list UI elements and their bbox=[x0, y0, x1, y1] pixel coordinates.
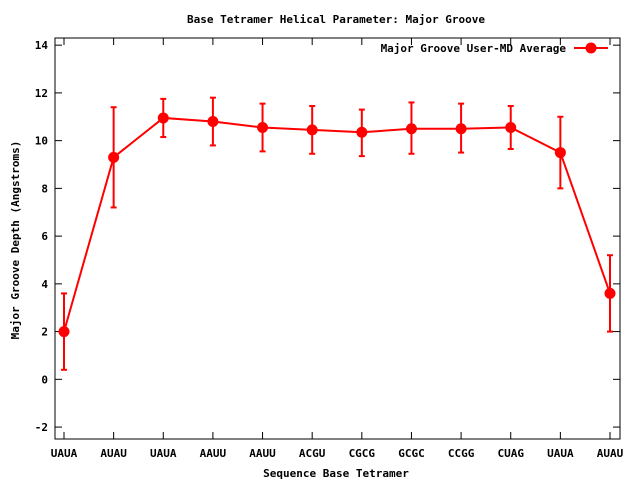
y-tick-label: 6 bbox=[41, 230, 48, 243]
chart-title: Base Tetramer Helical Parameter: Major G… bbox=[187, 13, 485, 26]
data-point bbox=[207, 116, 219, 128]
data-point bbox=[257, 122, 269, 134]
data-point bbox=[306, 124, 318, 136]
plot-area bbox=[58, 96, 616, 371]
legend: Major Groove User-MD Average bbox=[381, 42, 608, 55]
y-tick-label: 10 bbox=[35, 135, 48, 148]
x-tick-label: AUAU bbox=[100, 447, 127, 460]
data-point bbox=[455, 123, 467, 135]
x-tick-label: AUAU bbox=[597, 447, 624, 460]
data-point bbox=[157, 112, 169, 124]
y-tick-label: 2 bbox=[41, 326, 48, 339]
y-tick-label: 0 bbox=[41, 373, 48, 386]
data-point bbox=[554, 147, 566, 159]
x-tick-label: AAUU bbox=[200, 447, 227, 460]
x-tick-label: CGCG bbox=[349, 447, 376, 460]
x-tick-label: CCGG bbox=[448, 447, 475, 460]
data-point bbox=[356, 126, 368, 138]
y-axis-label: Major Groove Depth (Angstroms) bbox=[9, 141, 22, 340]
x-tick-label: UAUA bbox=[150, 447, 177, 460]
x-tick-label: CUAG bbox=[497, 447, 524, 460]
legend-marker bbox=[585, 42, 597, 54]
y-tick-label: 4 bbox=[41, 278, 48, 291]
x-tick-label: AAUU bbox=[249, 447, 276, 460]
data-point bbox=[58, 326, 70, 338]
plot-frame bbox=[54, 37, 621, 440]
legend-label: Major Groove User-MD Average bbox=[381, 42, 567, 55]
y-tick-label: 8 bbox=[41, 182, 48, 195]
x-tick-label: UAUA bbox=[51, 447, 78, 460]
series-line bbox=[63, 116, 611, 332]
x-tick-label: GCGC bbox=[398, 447, 425, 460]
axis-ticks: -2 0 2 4 6 8 10 12 14 UAUA AUAU UAUA AAUU AAUU ACGU CGC… bbox=[35, 38, 624, 460]
data-point bbox=[108, 151, 120, 163]
y-tick-label: 14 bbox=[35, 39, 49, 52]
data-point bbox=[505, 122, 517, 134]
y-tick-label: -2 bbox=[35, 421, 48, 434]
data-point bbox=[405, 123, 417, 135]
y-tick-label: 12 bbox=[35, 87, 48, 100]
data-point bbox=[604, 287, 616, 299]
x-axis-label: Sequence Base Tetramer bbox=[263, 467, 409, 480]
x-tick-label: UAUA bbox=[547, 447, 574, 460]
x-tick-label: ACGU bbox=[299, 447, 326, 460]
